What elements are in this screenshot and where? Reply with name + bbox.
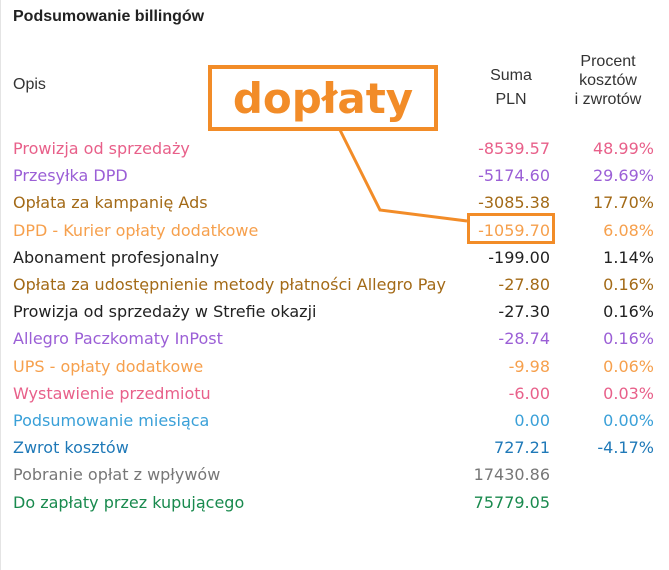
row-percent: 1.14% <box>603 247 654 267</box>
table-row: Zwrot kosztów 727.21 -4.17% <box>0 435 669 462</box>
column-header-procent-line1: Procent <box>580 53 636 70</box>
table-row: Prowizja od sprzedaży -8539.57 48.99% <box>0 136 669 163</box>
row-amount: 727.21 <box>494 438 550 458</box>
column-header-suma: Suma PLN <box>470 64 552 112</box>
row-amount: -27.30 <box>498 302 550 322</box>
table-row: Przesyłka DPD -5174.60 29.69% <box>0 163 669 190</box>
row-description: UPS - opłaty dodatkowe <box>13 356 204 376</box>
row-amount: -5174.60 <box>478 166 550 186</box>
table-row: Opłata za kampanię Ads -3085.38 17.70% <box>0 190 669 217</box>
row-amount: -28.74 <box>498 329 550 349</box>
callout-text: dopłaty <box>232 74 414 123</box>
row-amount: -199.00 <box>488 247 550 267</box>
row-percent: 48.99% <box>592 139 654 158</box>
row-percent: 17.70% <box>592 193 654 213</box>
table-row: Wystawienie przedmiotu -6.00 0.03% <box>0 381 669 408</box>
row-percent: 0.16% <box>603 275 654 294</box>
row-description: Allegro Paczkomaty InPost <box>13 329 223 349</box>
column-header-suma-line1: Suma <box>490 67 532 84</box>
row-amount: 75779.05 <box>473 492 550 512</box>
row-amount: -27.80 <box>498 275 550 294</box>
column-header-procent: Procent kosztów i zwrotów <box>560 52 656 109</box>
page-title: Podsumowanie billingów <box>13 8 205 25</box>
row-percent: 0.00% <box>603 411 654 430</box>
row-percent: 0.06% <box>603 356 654 376</box>
row-amount: -3085.38 <box>478 193 550 213</box>
column-header-suma-line2: PLN <box>495 91 527 108</box>
table-row: Prowizja od sprzedaży w Strefie okazji -2… <box>0 299 669 326</box>
row-description: Zwrot kosztów <box>13 438 129 458</box>
table-row: DPD - Kurier opłaty dodatkowe -1059.70 6.0… <box>0 218 669 245</box>
column-header-opis: Opis <box>13 76 46 93</box>
row-description: Opłata za kampanię Ads <box>13 193 208 213</box>
table-row: Opłata za udostępnienie metody płatności… <box>0 272 669 299</box>
row-amount: 17430.86 <box>473 465 550 485</box>
column-header-procent-line2: kosztów <box>579 72 637 89</box>
row-amount: -9.98 <box>508 356 550 376</box>
row-amount: 0.00 <box>514 411 550 430</box>
row-description: Prowizja od sprzedaży w Strefie okazji <box>13 302 317 322</box>
row-percent: 29.69% <box>592 166 654 186</box>
left-border <box>0 0 1 570</box>
row-amount: -1059.70 <box>478 220 550 240</box>
row-description: Przesyłka DPD <box>13 166 128 186</box>
row-percent: 0.16% <box>603 329 654 349</box>
row-description: Pobranie opłat z wpływów <box>13 465 221 485</box>
row-description: DPD - Kurier opłaty dodatkowe <box>13 220 259 240</box>
row-percent: 6.08% <box>603 220 654 240</box>
row-description: Opłata za udostępnienie metody płatności… <box>13 275 446 294</box>
column-header-procent-line3: i zwrotów <box>574 91 642 108</box>
table-row: Allegro Paczkomaty InPost -28.74 0.16% <box>0 326 669 353</box>
row-description: Abonament profesjonalny <box>13 247 219 267</box>
row-description: Do zapłaty przez kupującego <box>13 492 245 512</box>
row-description: Wystawienie przedmiotu <box>13 383 211 403</box>
table-row: Do zapłaty przez kupującego 75779.05 <box>0 490 669 517</box>
highlight-box <box>467 213 555 244</box>
row-amount: -6.00 <box>508 383 550 403</box>
table-row: Podsumowanie miesiąca 0.00 0.00% <box>0 408 669 435</box>
row-description: Prowizja od sprzedaży <box>13 139 190 158</box>
row-amount: -8539.57 <box>478 139 550 158</box>
table-row: Pobranie opłat z wpływów 17430.86 <box>0 462 669 489</box>
table-row: UPS - opłaty dodatkowe -9.98 0.06% <box>0 354 669 381</box>
row-description: Podsumowanie miesiąca <box>13 411 210 430</box>
row-percent: 0.16% <box>603 302 654 322</box>
row-percent: -4.17% <box>597 438 654 458</box>
table-row: Abonament profesjonalny -199.00 1.14% <box>0 245 669 272</box>
callout-box: dopłaty <box>208 65 438 131</box>
row-percent: 0.03% <box>603 383 654 403</box>
